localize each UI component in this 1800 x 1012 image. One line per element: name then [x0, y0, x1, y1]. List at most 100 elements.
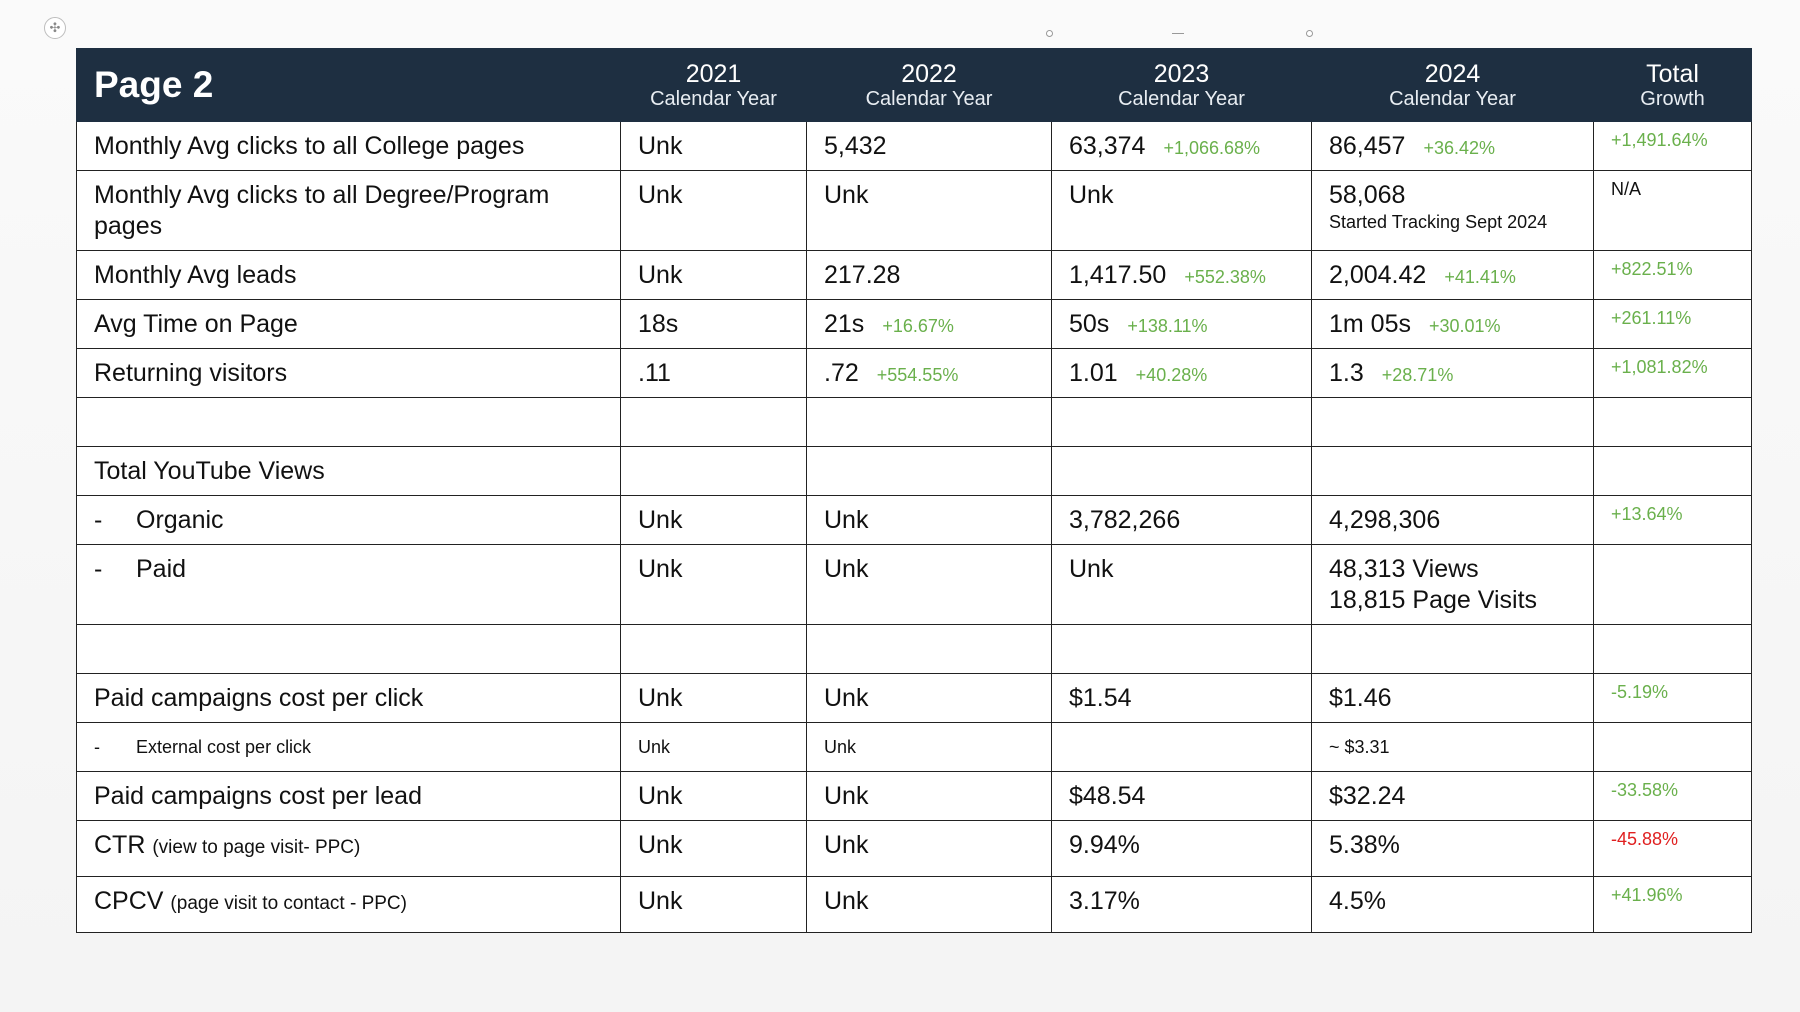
cell-2023 — [1051, 722, 1312, 772]
column-header-2024: 2024 Calendar Year — [1311, 48, 1594, 122]
row-label: CTR (view to page visit- PPC) — [76, 820, 621, 877]
table-row: Total YouTube Views — [76, 446, 1752, 496]
table-row: Monthly Avg clicks to all College pages … — [76, 121, 1752, 171]
row-label: Monthly Avg clicks to all Degree/Program… — [76, 170, 621, 251]
cell-2021: Unk — [620, 121, 807, 171]
cell-2024: 4,298,306 — [1311, 495, 1594, 545]
cell-total: -33.58% — [1593, 771, 1752, 821]
cell-2022: .72 +554.55% — [806, 348, 1052, 398]
cell-total: +1,081.82% — [1593, 348, 1752, 398]
change-value: +552.38% — [1184, 267, 1266, 287]
cell-2023: 63,374 +1,066.68% — [1051, 121, 1312, 171]
cell-2021: Unk — [620, 250, 807, 300]
cell-total: +41.96% — [1593, 876, 1752, 933]
cell-2021: .11 — [620, 348, 807, 398]
table-row: - External cost per click Unk Unk ~ $3.31 — [76, 722, 1752, 772]
table-row: - Organic Unk Unk 3,782,266 4,298,306 +13… — [76, 495, 1752, 545]
selection-handle-icon[interactable] — [1172, 33, 1184, 34]
cell-total: +13.64% — [1593, 495, 1752, 545]
table-row: Paid campaigns cost per click Unk Unk $1… — [76, 673, 1752, 723]
cell-2021: Unk — [620, 771, 807, 821]
change-value: +554.55% — [876, 365, 959, 385]
cell-2023: $48.54 — [1051, 771, 1312, 821]
cell-2024: 5.38% — [1311, 820, 1594, 877]
cell-2021: Unk — [620, 820, 807, 877]
cell-total — [1593, 722, 1752, 772]
row-label: - Paid — [76, 544, 621, 625]
selection-handle-icon[interactable] — [1046, 30, 1053, 37]
row-label: Avg Time on Page — [76, 299, 621, 349]
page-title: Page 2 — [76, 48, 621, 122]
cell-2022: 5,432 — [806, 121, 1052, 171]
cell-2021: Unk — [620, 673, 807, 723]
cell-2022: Unk — [806, 876, 1052, 933]
row-label: Total YouTube Views — [76, 446, 621, 496]
row-label: Monthly Avg leads — [76, 250, 621, 300]
cell-2022: Unk — [806, 495, 1052, 545]
cell-2021: 18s — [620, 299, 807, 349]
change-value: +30.01% — [1428, 316, 1501, 336]
tracking-note: Started Tracking Sept 2024 — [1329, 212, 1548, 232]
column-header-2021: 2021 Calendar Year — [620, 48, 807, 122]
cell-2023: 3.17% — [1051, 876, 1312, 933]
cell-total: +822.51% — [1593, 250, 1752, 300]
table-row: Avg Time on Page 18s 21s +16.67% 50s +138.… — [76, 299, 1752, 349]
change-value: +36.42% — [1423, 138, 1496, 158]
table-row: Monthly Avg clicks to all Degree/Program… — [76, 170, 1752, 251]
row-label: - Organic — [76, 495, 621, 545]
cell-2024: 86,457 +36.42% — [1311, 121, 1594, 171]
empty-row — [76, 624, 1752, 674]
cell-total: +1,491.64% — [1593, 121, 1752, 171]
table-row: CTR (view to page visit- PPC) Unk Unk 9.… — [76, 820, 1752, 877]
cell-2024: ~ $3.31 — [1311, 722, 1594, 772]
cell-2023: 50s +138.11% — [1051, 299, 1312, 349]
cell-2024: 1m 05s +30.01% — [1311, 299, 1594, 349]
selection-handle-icon[interactable] — [1306, 30, 1313, 37]
cell-2021: Unk — [620, 876, 807, 933]
change-value: +138.11% — [1127, 316, 1208, 336]
cell-2022: 217.28 — [806, 250, 1052, 300]
table-row: Paid campaigns cost per lead Unk Unk $48… — [76, 771, 1752, 821]
cell-2022: Unk — [806, 722, 1052, 772]
cell-2022: Unk — [806, 170, 1052, 251]
cell-2024: $32.24 — [1311, 771, 1594, 821]
cell-2024: 58,068 Started Tracking Sept 2024 — [1311, 170, 1594, 251]
change-value: +41.41% — [1444, 267, 1516, 287]
change-value: +1,066.68% — [1163, 138, 1261, 158]
cell-2023: 9.94% — [1051, 820, 1312, 877]
cell-2023: 1.01 +40.28% — [1051, 348, 1312, 398]
cell-2023: $1.54 — [1051, 673, 1312, 723]
cell-2024: 4.5% — [1311, 876, 1594, 933]
cell-2021: Unk — [620, 722, 807, 772]
cell-total: N/A — [1593, 170, 1752, 251]
move-handle-icon[interactable]: ✣ — [44, 17, 66, 39]
header-row: Page 2 2021 Calendar Year 2022 Calendar Ye… — [76, 48, 1752, 122]
change-value: +16.67% — [882, 316, 954, 336]
change-value: +28.71% — [1381, 365, 1454, 385]
cell-2022: Unk — [806, 544, 1052, 625]
metrics-table[interactable]: Page 2 2021 Calendar Year 2022 Calendar Ye… — [76, 48, 1752, 933]
row-label: Monthly Avg clicks to all College pages — [76, 121, 621, 171]
cell-2021: Unk — [620, 170, 807, 251]
cell-total: -5.19% — [1593, 673, 1752, 723]
table-row: - Paid Unk Unk Unk 48,313 Views 18,815 Pag… — [76, 544, 1752, 625]
cell-total: -45.88% — [1593, 820, 1752, 877]
row-label: Paid campaigns cost per click — [76, 673, 621, 723]
cell-2022: 21s +16.67% — [806, 299, 1052, 349]
cell-total — [1593, 544, 1752, 625]
cell-2021: Unk — [620, 544, 807, 625]
cell-2022: Unk — [806, 673, 1052, 723]
change-value: +40.28% — [1135, 365, 1208, 385]
cell-2023: Unk — [1051, 544, 1312, 625]
cell-2023: 1,417.50 +552.38% — [1051, 250, 1312, 300]
row-label: Returning visitors — [76, 348, 621, 398]
cell-2024: $1.46 — [1311, 673, 1594, 723]
row-label: CPCV (page visit to contact - PPC) — [76, 876, 621, 933]
cell-2024: 48,313 Views 18,815 Page Visits — [1311, 544, 1594, 625]
empty-row — [76, 397, 1752, 447]
row-label: - External cost per click — [76, 722, 621, 772]
table-row: CPCV (page visit to contact - PPC) Unk U… — [76, 876, 1752, 933]
cell-total: +261.11% — [1593, 299, 1752, 349]
cell-2023: 3,782,266 — [1051, 495, 1312, 545]
